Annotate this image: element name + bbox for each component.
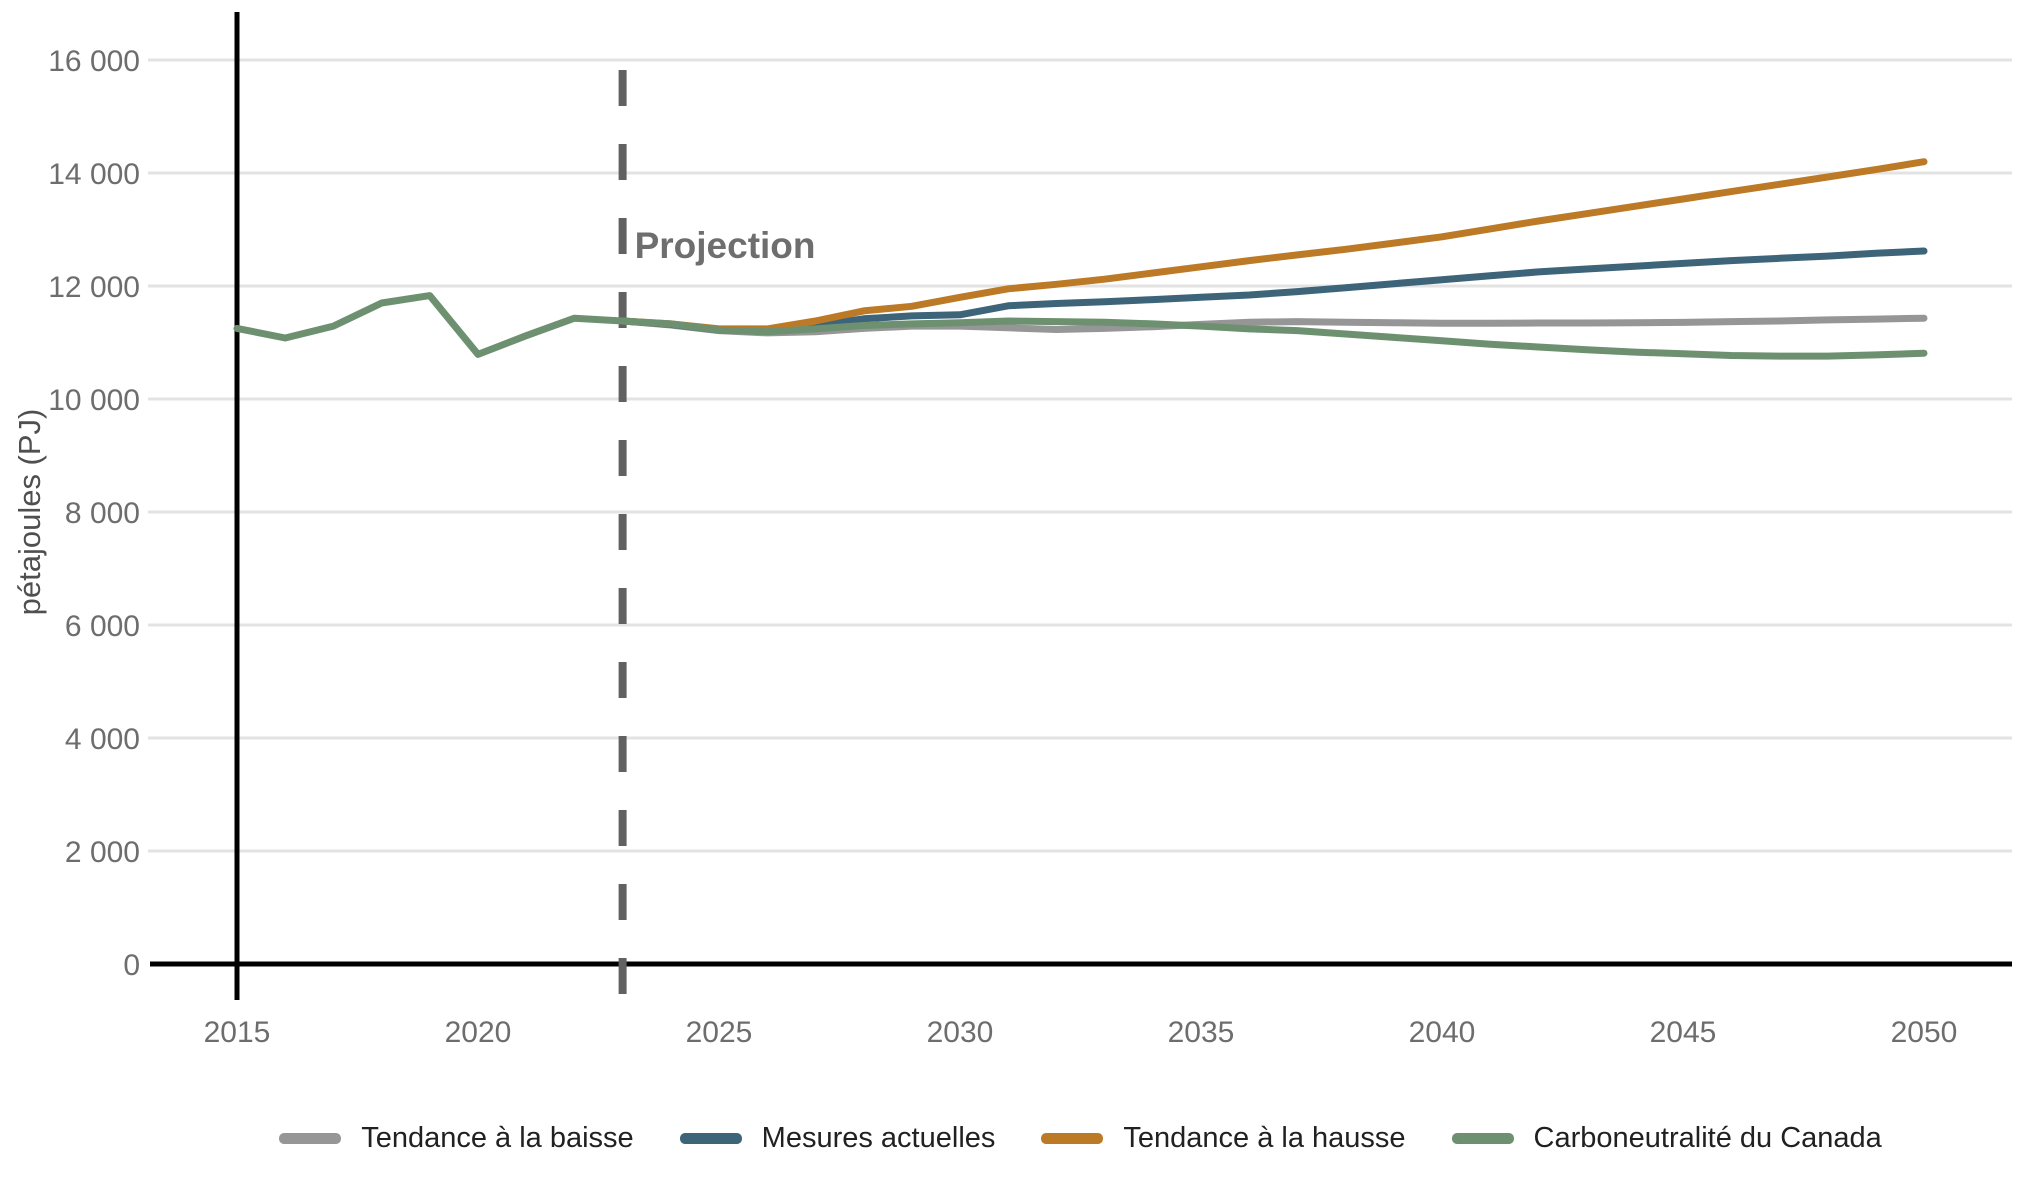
x-axis-tick-labels: 2015 2020 2025 2030 2035 2040 2045 2050: [204, 1016, 1958, 1049]
x-tick-label: 2030: [927, 1016, 994, 1049]
y-axis-title: pétajoules (PJ): [12, 409, 47, 616]
series-line-tendance-la-hausse: [619, 158, 1928, 333]
series-lines: [233, 158, 1928, 360]
y-tick-label: 12 000: [48, 271, 140, 304]
legend-label: Carboneutralité du Canada: [1533, 1122, 1882, 1154]
y-tick-label: 0: [123, 949, 140, 982]
y-tick-label: 14 000: [48, 158, 140, 191]
y-axis-tick-labels: 0 2 000 4 000 6 000 8 000 10 000 12 000 14 000 1…: [48, 45, 140, 982]
legend-swatch-icon: [1041, 1133, 1104, 1144]
y-tick-label: 6 000: [65, 610, 140, 643]
legend-label: Tendance à la hausse: [1123, 1122, 1406, 1154]
legend-item: Tendance à la baisse: [279, 1122, 634, 1155]
y-tick-label: 8 000: [65, 497, 140, 530]
x-tick-label: 2025: [686, 1016, 753, 1049]
legend: Tendance à la baisse Mesures actuelles Ten…: [237, 1122, 1924, 1155]
gridlines: [148, 58, 2012, 853]
legend-item: Carboneutralité du Canada: [1451, 1122, 1882, 1155]
legend-swatch-icon: [279, 1133, 342, 1144]
x-tick-label: 2040: [1409, 1016, 1476, 1049]
legend-item: Tendance à la hausse: [1041, 1122, 1406, 1155]
x-tick-label: 2045: [1650, 1016, 1717, 1049]
legend-swatch-icon: [1451, 1133, 1514, 1144]
y-tick-label: 2 000: [65, 836, 140, 869]
projection-label: Projection: [635, 225, 816, 266]
legend-label: Mesures actuelles: [761, 1122, 996, 1154]
x-tick-label: 2050: [1891, 1016, 1958, 1049]
y-tick-label: 10 000: [48, 384, 140, 417]
legend-swatch-icon: [679, 1133, 742, 1144]
x-tick-label: 2020: [445, 1016, 512, 1049]
series-line-mesures-actuelles: [619, 247, 1928, 334]
y-tick-label: 4 000: [65, 723, 140, 756]
legend-label: Tendance à la baisse: [361, 1122, 634, 1154]
series-line-carboneutralit-du-canada: [233, 292, 1928, 360]
x-tick-label: 2015: [204, 1016, 271, 1049]
x-tick-label: 2035: [1168, 1016, 1235, 1049]
legend-item: Mesures actuelles: [679, 1122, 996, 1155]
y-tick-label: 16 000: [48, 45, 140, 78]
